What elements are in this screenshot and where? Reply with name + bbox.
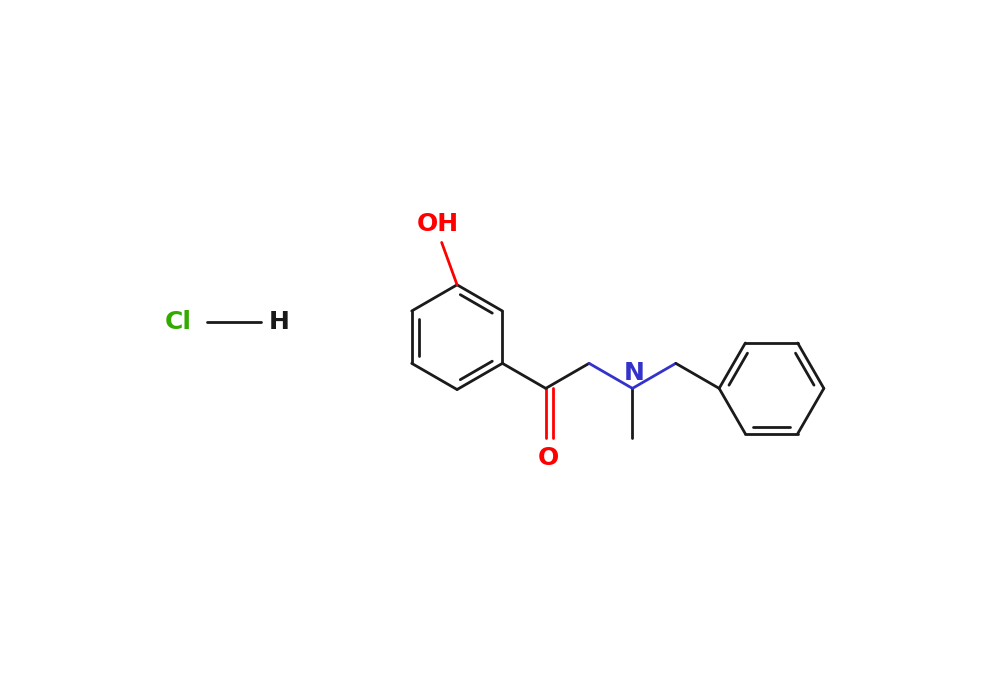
Text: OH: OH (417, 212, 458, 236)
Text: Cl: Cl (164, 310, 192, 334)
Text: H: H (269, 310, 289, 334)
Text: O: O (538, 446, 559, 470)
Text: N: N (623, 361, 644, 386)
